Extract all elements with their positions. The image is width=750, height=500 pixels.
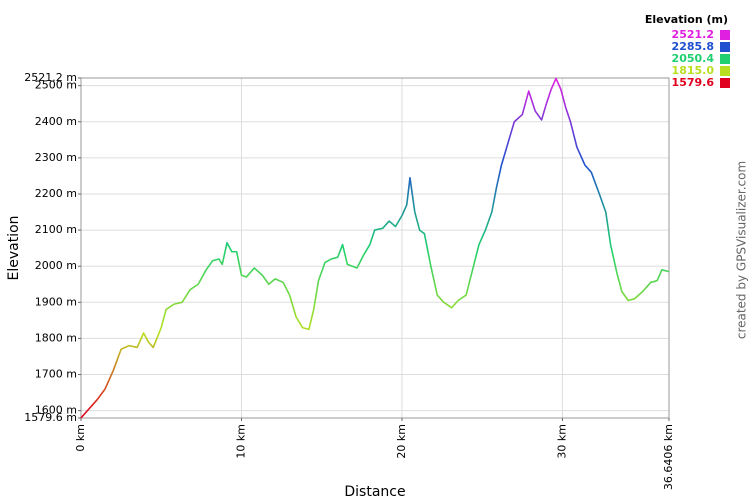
x-tick-label: 36.6406 km [662,424,675,490]
y-tick-label: 2500 m [35,79,77,92]
y-tick-label: 1900 m [35,295,77,308]
x-tick-label: 10 km [234,424,247,459]
elevation-line [80,77,670,419]
y-tick-label: 2200 m [35,187,77,200]
legend-label: 1579.6 [672,76,715,89]
x-axis-label: Distance [344,484,405,500]
y-tick-label: 2300 m [35,151,77,164]
legend-swatch [720,30,730,40]
y-tick-label: 2521.2 m [24,71,77,84]
legend-title: Elevation (m) [645,13,728,26]
y-tick-label: 2000 m [35,259,77,272]
x-tick-label: 20 km [395,424,408,459]
legend-swatch [720,42,730,52]
legend-label: 2521.2 [672,28,714,41]
x-tick-label: 30 km [555,424,568,459]
legend-swatch [720,78,730,88]
y-tick-label: 1600 m [35,404,77,417]
legend-label: 2050.4 [672,52,715,65]
y-tick-label: 2400 m [35,115,77,128]
plot-border [80,77,670,419]
legend-swatch [720,54,730,64]
x-tick-label: 0 km [74,424,87,452]
legend-swatch [720,66,730,76]
y-axis-label: Elevation [6,215,22,280]
legend-label: 2285.8 [672,40,714,53]
y-tick-label: 1579.6 m [24,411,77,424]
legend-label: 1815.0 [672,64,715,77]
credit: created by GPSVisualizer.com [735,161,749,339]
y-tick-label: 1700 m [35,368,77,381]
y-tick-label: 1800 m [35,331,77,344]
y-tick-label: 2100 m [35,223,77,236]
